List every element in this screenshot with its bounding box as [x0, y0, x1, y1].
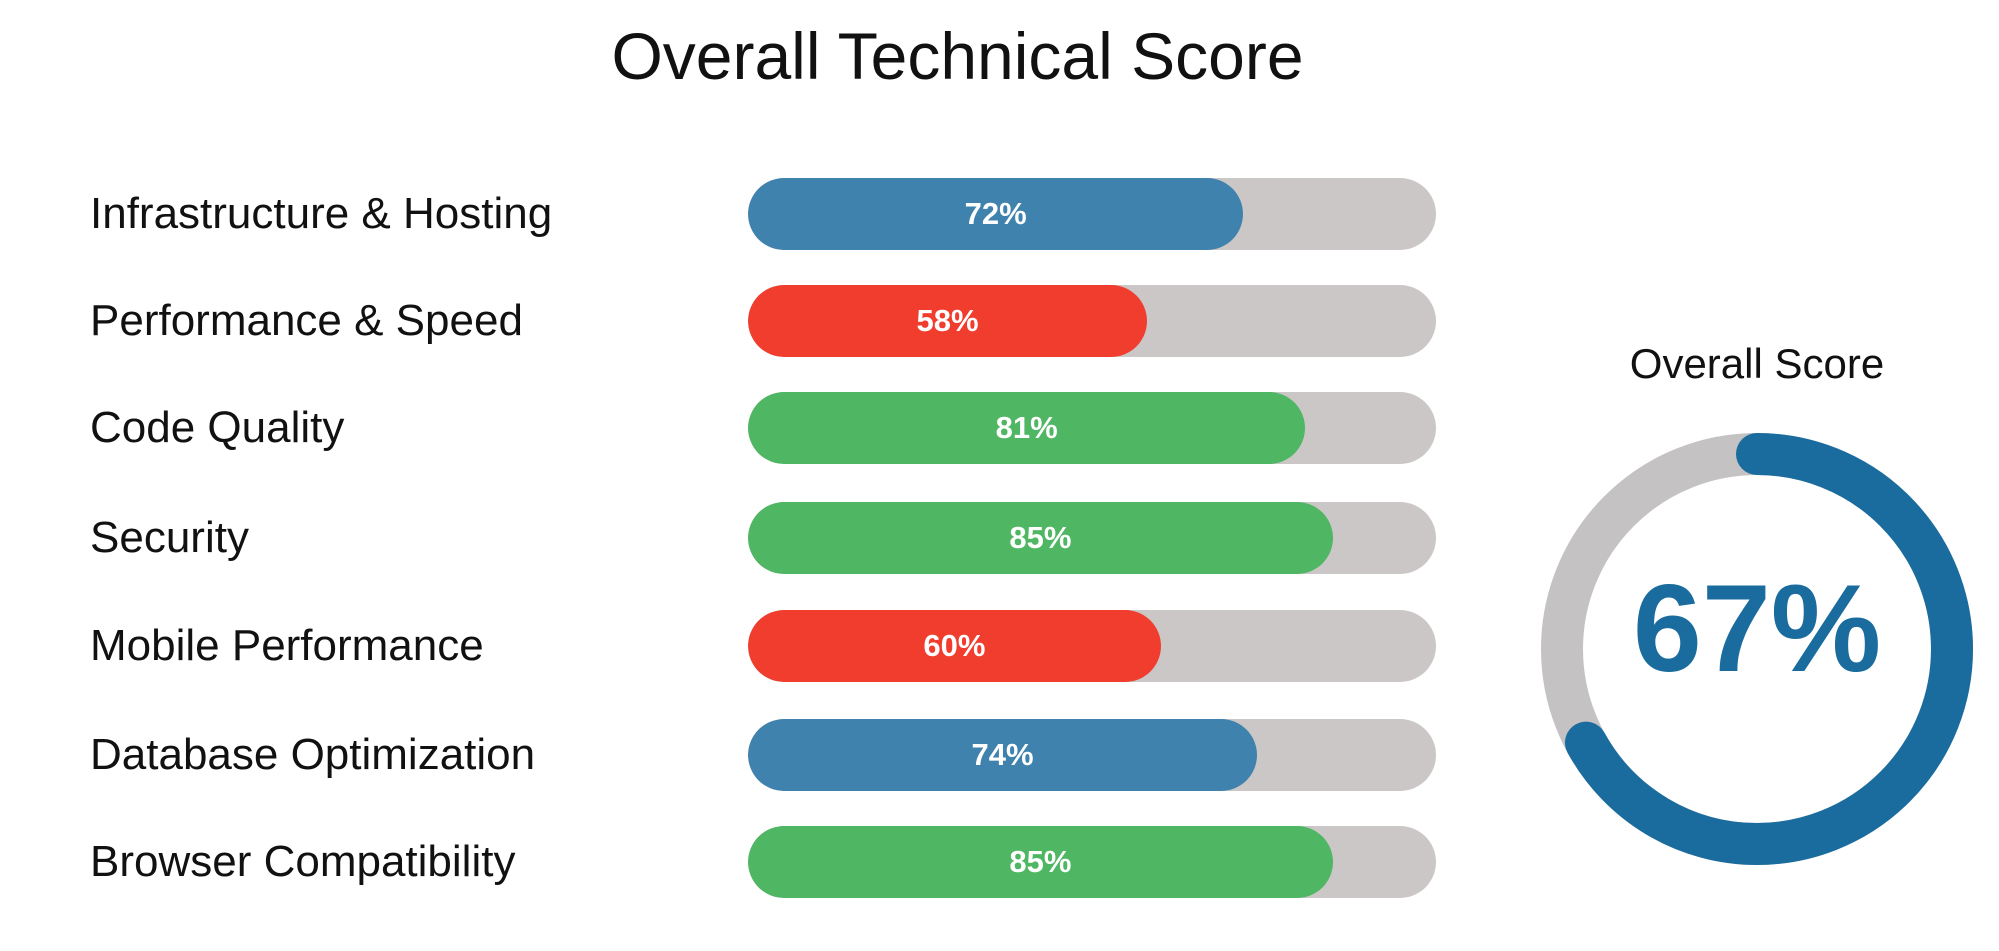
bar-category-label: Code Quality	[90, 403, 345, 452]
bar-fill: 85%	[748, 826, 1333, 898]
bar-track: 60%	[748, 610, 1436, 682]
bar-fill: 74%	[748, 719, 1258, 791]
bar-value-label: 72%	[964, 196, 1027, 231]
bar-track: 72%	[748, 178, 1436, 250]
donut-title: Overall Score	[1629, 340, 1885, 387]
bar-category-label: Infrastructure & Hosting	[90, 189, 553, 238]
bar-value-label: 74%	[971, 737, 1034, 772]
bar-value-label: 85%	[1009, 520, 1072, 555]
bar-row: Performance & Speed 58%	[90, 285, 1450, 357]
bar-row: Database Optimization 74%	[90, 719, 1450, 791]
bar-row: Infrastructure & Hosting 72%	[90, 178, 1450, 250]
bar-category-label: Mobile Performance	[90, 621, 484, 670]
bar-track: 74%	[748, 719, 1436, 791]
bar-fill: 72%	[748, 178, 1244, 250]
bar-category-label: Security	[90, 513, 249, 562]
bar-row: Mobile Performance 60%	[90, 610, 1450, 682]
bar-value-label: 60%	[923, 628, 986, 663]
bar-value-label: 85%	[1009, 844, 1072, 879]
bar-category-label: Database Optimization	[90, 730, 536, 779]
bar-row: Code Quality 81%	[90, 392, 1450, 464]
bar-track: 85%	[748, 826, 1436, 898]
bar-value-label: 81%	[995, 410, 1058, 445]
bar-value-label: 58%	[916, 303, 979, 338]
bar-fill: 81%	[748, 392, 1306, 464]
bar-track: 81%	[748, 392, 1436, 464]
bar-category-label: Performance & Speed	[90, 296, 523, 345]
donut-chart	[1541, 433, 1973, 865]
donut-value-label: 67%	[1632, 560, 1882, 698]
bar-row: Security 85%	[90, 502, 1450, 574]
bar-fill: 60%	[748, 610, 1161, 682]
bar-row: Browser Compatibility 85%	[90, 826, 1450, 898]
bar-category-label: Browser Compatibility	[90, 837, 516, 886]
bar-fill: 58%	[748, 285, 1148, 357]
bar-track: 85%	[748, 502, 1436, 574]
bar-fill: 85%	[748, 502, 1333, 574]
donut-progress-arc	[1541, 433, 1973, 865]
overall-score-panel: Overall Score 67%	[1536, 330, 1978, 878]
page-title: Overall Technical Score	[611, 19, 1304, 93]
bar-track: 58%	[748, 285, 1436, 357]
